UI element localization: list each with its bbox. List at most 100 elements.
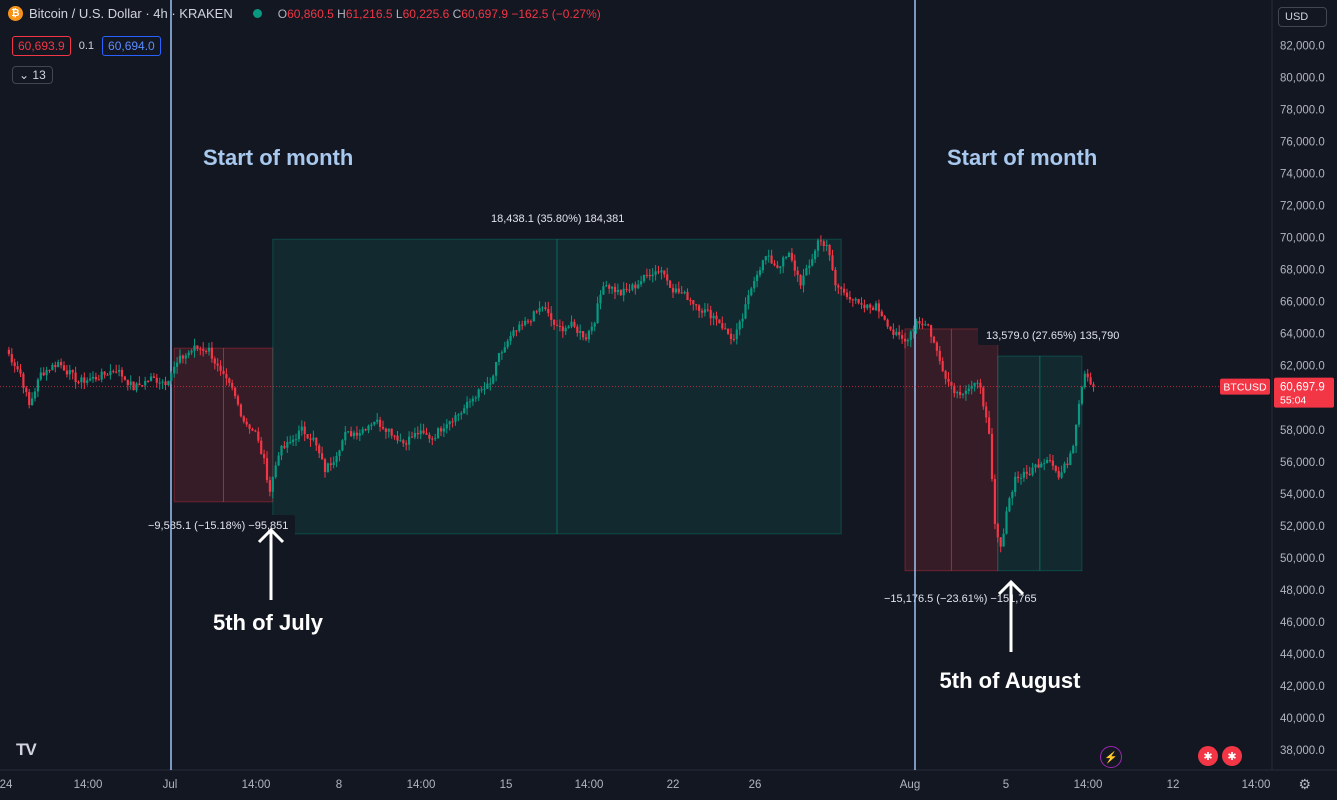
- candle-body: [251, 428, 254, 431]
- us-flag-icon[interactable]: ✱: [1198, 746, 1218, 766]
- candle-body: [584, 337, 588, 340]
- sell-button[interactable]: 60,693.9: [12, 36, 71, 56]
- candle-body: [289, 441, 292, 443]
- symbol-tag: BTCUSD: [1223, 382, 1267, 394]
- candle-body: [164, 381, 167, 386]
- candle-body: [573, 321, 576, 327]
- candle-body: [405, 443, 408, 445]
- candle-body: [845, 292, 849, 297]
- candle-body: [526, 320, 530, 322]
- candle-body: [463, 408, 466, 414]
- symbol-title[interactable]: Bitcoin / U.S. Dollar · 4h · KRAKEN: [29, 6, 233, 21]
- candle-body: [689, 300, 692, 302]
- price-tick-label: 40,000.0: [1280, 713, 1325, 725]
- candle-body: [866, 304, 869, 309]
- candle-body: [36, 379, 39, 392]
- candle-body: [648, 274, 651, 277]
- candle-body: [260, 440, 263, 455]
- candle-body: [973, 382, 976, 386]
- candle-body: [645, 274, 648, 276]
- candle-body: [640, 281, 643, 285]
- candle-body: [91, 376, 95, 379]
- candle-body: [874, 303, 878, 311]
- candle-body: [938, 350, 941, 361]
- candle-body: [599, 294, 602, 304]
- time-tick-label: 14:00: [242, 779, 271, 791]
- candle-body: [616, 289, 619, 293]
- tradingview-logo-icon[interactable]: TV: [16, 740, 37, 759]
- candle-body: [950, 381, 953, 386]
- candle-body: [480, 389, 483, 391]
- high-value: 61,216.5: [345, 6, 393, 21]
- measure-label-text: −9,585.1 (−15.18%) −95,851: [148, 520, 288, 532]
- candle-body: [785, 257, 788, 259]
- candle-body: [837, 285, 840, 288]
- candle-body: [729, 333, 733, 340]
- candle-body: [350, 431, 353, 437]
- buy-button[interactable]: 60,694.0: [102, 36, 161, 56]
- candle-body: [100, 371, 103, 380]
- candle-body: [161, 381, 164, 383]
- candle-body: [309, 438, 312, 440]
- candle-body: [892, 329, 895, 335]
- currency-select[interactable]: USD: [1278, 7, 1327, 27]
- candle-body: [956, 391, 959, 394]
- candle-body: [1025, 471, 1028, 474]
- indicators-toggle[interactable]: ⌄ 13: [12, 66, 53, 84]
- flag-icons: ✱ ✱: [1198, 746, 1242, 766]
- candle-body: [776, 265, 779, 268]
- candle-body: [329, 463, 332, 465]
- candle-body: [941, 360, 944, 372]
- candle-body: [384, 428, 387, 432]
- gear-icon[interactable]: ⚙: [1298, 776, 1311, 792]
- bitcoin-icon: ₿: [8, 6, 23, 21]
- candle-body: [1019, 477, 1023, 479]
- candle-body: [619, 289, 622, 296]
- candle-body: [413, 432, 416, 438]
- price-tick-label: 44,000.0: [1280, 649, 1325, 661]
- candle-body: [257, 431, 260, 441]
- measure-label-text: 18,438.1 (35.80%) 184,381: [491, 213, 624, 225]
- candle-body: [402, 440, 405, 444]
- candle-body: [912, 328, 915, 332]
- candle-body: [651, 274, 654, 277]
- candle-body: [758, 270, 762, 275]
- price-tick-label: 76,000.0: [1280, 137, 1325, 149]
- price-tick-label: 38,000.0: [1280, 745, 1325, 757]
- candle-body: [712, 315, 715, 319]
- candle-body: [231, 382, 234, 388]
- candle-body: [65, 370, 68, 375]
- candle-body: [877, 303, 880, 312]
- candle-body: [318, 445, 321, 454]
- candle-body: [999, 537, 1002, 547]
- candle-body: [727, 328, 730, 334]
- us-flag-icon-2[interactable]: ✱: [1222, 746, 1242, 766]
- candle-body: [927, 324, 930, 326]
- candle-body: [535, 311, 538, 313]
- candle-body: [982, 387, 985, 407]
- candle-body: [300, 426, 303, 431]
- candle-body: [42, 372, 45, 376]
- candle-body: [741, 318, 744, 322]
- price-tick-label: 80,000.0: [1280, 73, 1325, 85]
- candle-body: [83, 377, 86, 383]
- candle-body: [303, 426, 306, 435]
- candle-body: [471, 398, 474, 402]
- candle-body: [915, 321, 918, 329]
- candle-body: [1080, 387, 1083, 404]
- candle-body: [57, 362, 60, 368]
- candle-body: [239, 404, 242, 417]
- time-tick-label: 14:00: [1074, 779, 1103, 791]
- candle-body: [819, 240, 822, 242]
- annotation-arrow-head: [257, 527, 285, 544]
- candle-body: [492, 375, 495, 384]
- lightning-icon[interactable]: ⚡: [1100, 746, 1122, 768]
- candle-body: [236, 396, 240, 405]
- candle-body: [637, 284, 640, 289]
- candle-body: [312, 437, 315, 440]
- candle-body: [718, 319, 721, 324]
- candle-body: [541, 307, 544, 309]
- candle-body: [431, 438, 434, 440]
- candle-body: [1072, 445, 1075, 454]
